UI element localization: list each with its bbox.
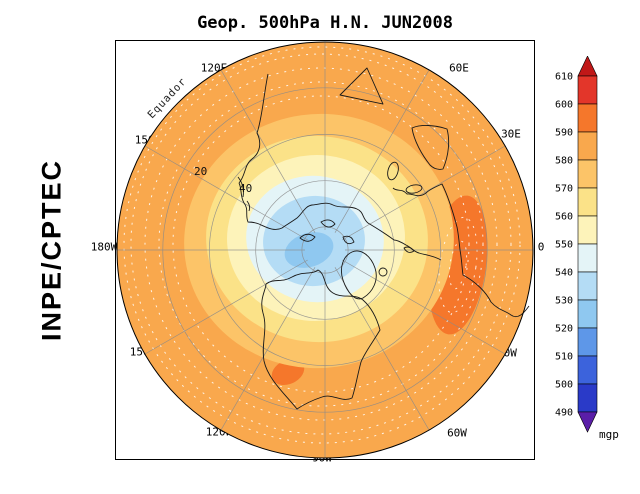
colorbar-segment <box>577 75 598 105</box>
colorbar-segment <box>577 299 598 329</box>
meridian-label-180w: 180W <box>90 240 118 254</box>
colorbar-segment <box>577 355 598 385</box>
colorbar-segment <box>577 187 598 217</box>
meridian-label-60w: 60W <box>447 426 467 440</box>
low-center-arctic <box>284 232 334 268</box>
latitude-label-20: 20 <box>194 165 207 178</box>
inpe-cptec-watermark: INPE/CPTEC <box>36 158 67 342</box>
colorbar-arrow-down <box>577 411 598 433</box>
colorbar-tick-label: 520 <box>555 324 573 335</box>
dashed-contours <box>123 46 521 444</box>
colorbar-segment <box>577 271 598 301</box>
colorbar-tick-label: 540 <box>555 268 573 279</box>
colorbar-tick-label: 560 <box>555 212 573 223</box>
colorbar-tick-label: 590 <box>555 128 573 139</box>
colorbar-tick-label: 550 <box>555 240 573 251</box>
colorbar-tick-label: 490 <box>555 408 573 419</box>
colorbar-segment <box>577 131 598 161</box>
colorbar-segment <box>577 215 598 245</box>
colorbar-segment <box>577 159 598 189</box>
coastlines <box>237 67 530 410</box>
coastline-arctic-islands <box>299 219 355 245</box>
colorbar: 610 600 590 580 570 560 550 540 530 520 510 500 490 <box>555 56 598 433</box>
colorbar-tick-label: 580 <box>555 156 573 167</box>
polar-map: Equador 20 40 <box>116 41 534 459</box>
colorbar-tick-label: 570 <box>555 184 573 195</box>
graticule <box>117 42 533 458</box>
coastline-iceland <box>378 267 388 277</box>
page-title: Geop. 500hPa H.N. JUN2008 <box>197 13 453 33</box>
coastline-britain <box>403 246 415 253</box>
coastline-africa-west <box>459 249 530 318</box>
coastline-japan <box>237 176 251 212</box>
equator-circle <box>116 41 534 459</box>
colorbar-tick-label: 510 <box>555 352 573 363</box>
colorbar-tick-label: 530 <box>555 296 573 307</box>
meridian-label-60e: 60E <box>449 61 469 75</box>
meridian-label-30e: 30E <box>501 127 521 141</box>
coastline-mediterranean <box>392 183 461 251</box>
coastline-caspian-sea <box>387 161 399 181</box>
coastline-black-sea <box>405 184 423 194</box>
colorbar-segment <box>577 327 598 357</box>
coastline-east-asia <box>238 73 269 184</box>
colorbar-arrow-up <box>577 56 598 77</box>
coastline-greenland <box>341 250 377 300</box>
geopotential-bands <box>117 42 533 458</box>
coastline-arabia <box>411 125 450 170</box>
colorbar-segment <box>577 103 598 133</box>
meridian-label-0: 0 <box>537 240 545 254</box>
coastline-eurasia-north <box>238 182 395 241</box>
coastline-north-america <box>261 269 381 410</box>
colorbar-segment <box>577 243 598 273</box>
map-frame: Equador 20 40 <box>115 40 535 460</box>
latitude-label-40: 40 <box>239 182 252 195</box>
colorbar-tick-label: 600 <box>555 100 573 111</box>
coastline-india <box>339 67 384 105</box>
colorbar-segment <box>577 383 598 413</box>
colorbar-unit-label: mgp <box>599 428 619 441</box>
colorbar-tick-label: 500 <box>555 380 573 391</box>
colorbar-tick-label: 610 <box>555 72 573 83</box>
